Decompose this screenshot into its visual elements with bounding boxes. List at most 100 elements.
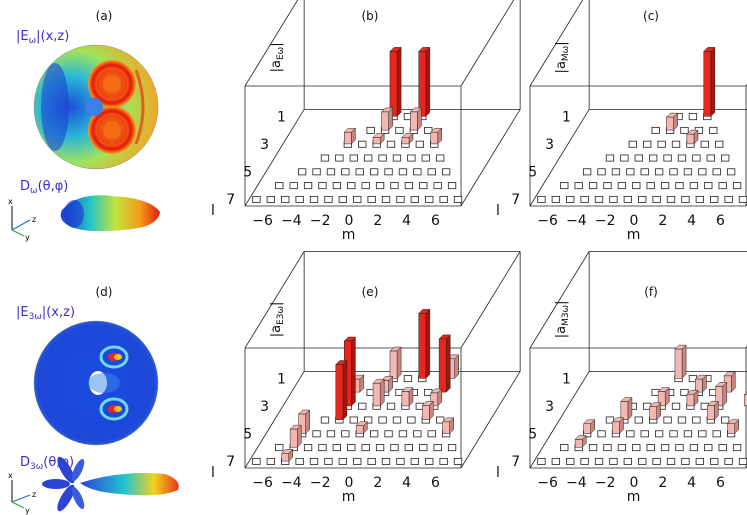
- m-tick-label: −4: [281, 213, 302, 229]
- floor-cell: [384, 430, 393, 438]
- floor-cell: [436, 154, 445, 162]
- floor-cell: [358, 140, 367, 148]
- m-tick-label: −4: [281, 475, 302, 491]
- bar: [666, 116, 674, 131]
- floor-cell: [396, 457, 405, 465]
- axis-letter-x: x: [8, 471, 13, 480]
- floor-cell: [447, 182, 457, 190]
- floor-cell: [706, 154, 715, 162]
- floor-cell: [349, 416, 358, 424]
- floor-cell: [295, 195, 304, 203]
- floor-cell: [620, 154, 629, 162]
- floor-cell: [695, 457, 704, 465]
- floor-cell: [413, 168, 422, 176]
- field-label-a: |Eω|(x,z): [16, 29, 69, 46]
- panel-label: (e): [362, 285, 379, 299]
- floor-cell: [381, 195, 391, 203]
- bar-side: [351, 336, 356, 407]
- l-tick-label: 3: [260, 399, 269, 415]
- floor-cell: [638, 195, 647, 203]
- bar: [410, 111, 418, 131]
- bar: [372, 382, 381, 407]
- bar: [344, 131, 352, 145]
- m-tick-label: −6: [537, 475, 558, 491]
- near-field-map-a: [33, 44, 159, 170]
- floor-cell: [605, 416, 615, 424]
- floor-cell: [312, 430, 321, 438]
- m-tick-label: −4: [566, 213, 587, 229]
- floor-cell: [410, 195, 419, 203]
- l-tick-label: 3: [545, 399, 554, 415]
- bar: [381, 111, 389, 131]
- bar: [421, 405, 430, 420]
- floor-cell: [566, 457, 575, 465]
- bar-side: [681, 344, 687, 379]
- floor-cell: [634, 154, 643, 162]
- floor-cell: [652, 195, 661, 203]
- y-axis-label: l: [211, 203, 215, 219]
- bar: [695, 378, 703, 393]
- radiation-pattern-d: [42, 456, 179, 512]
- floor-cell: [580, 195, 589, 203]
- panel-label-d: (d): [96, 285, 113, 299]
- floor-cell: [718, 182, 727, 190]
- panel-d: (d) |E3ω|(x,z) D3ω(θ,φ) x z: [8, 285, 179, 515]
- floor-cell: [603, 182, 612, 190]
- box-edge: [529, 0, 584, 87]
- floor-cell: [320, 416, 330, 424]
- bar-side: [425, 46, 431, 117]
- bar: [355, 425, 364, 434]
- floor-cell: [675, 182, 684, 190]
- floor-cell: [355, 168, 364, 176]
- floor-cell: [364, 416, 373, 424]
- floor-cell: [704, 444, 713, 452]
- floor-cell: [626, 430, 635, 438]
- floor-cell: [643, 140, 652, 148]
- floor-cell: [386, 402, 396, 410]
- floor-cell: [252, 195, 261, 203]
- floor-cell: [669, 430, 678, 438]
- box-edge: [244, 109, 305, 207]
- l-tick-label: 7: [511, 192, 520, 208]
- m-tick-label: 6: [431, 475, 440, 491]
- floor-cell: [611, 168, 621, 176]
- floor-cell: [651, 126, 660, 134]
- radiation-pattern-a: [60, 195, 160, 232]
- bar: [727, 423, 735, 434]
- box-edge: [244, 371, 305, 469]
- floor-cell: [436, 416, 445, 424]
- floor-cell: [663, 154, 672, 162]
- floor-cell: [281, 195, 290, 203]
- floor-cell: [439, 457, 448, 465]
- bar-top: [743, 391, 747, 395]
- floor-cell: [666, 457, 676, 465]
- floor-cell: [640, 430, 649, 438]
- floor-cell: [677, 416, 687, 424]
- floor-cell: [341, 430, 350, 438]
- bar-side: [342, 359, 348, 421]
- floor-cell: [361, 444, 370, 452]
- floor-cell: [324, 457, 333, 465]
- floor-cell: [318, 444, 327, 452]
- panel-label: (f): [644, 285, 658, 299]
- floor-cell: [252, 457, 261, 465]
- floor-cell: [378, 416, 387, 424]
- floor-cell: [605, 154, 615, 162]
- m-tick-label: 0: [630, 475, 639, 491]
- l-tick-label: 1: [562, 109, 571, 125]
- box-edge: [460, 251, 521, 349]
- box-edge: [529, 371, 590, 469]
- floor-cell: [390, 444, 399, 452]
- bar: [389, 51, 398, 117]
- floor-cell: [349, 154, 358, 162]
- m-tick-label: 4: [687, 475, 696, 491]
- floor-cell: [551, 457, 560, 465]
- floor-cell: [671, 140, 681, 148]
- floor-cell: [680, 388, 689, 396]
- floor-cell: [704, 182, 713, 190]
- m-tick-label: −6: [537, 213, 558, 229]
- m-tick-label: −2: [595, 213, 616, 229]
- floor-cell: [709, 126, 718, 134]
- floor-cell: [318, 182, 327, 190]
- floor-cell: [666, 195, 676, 203]
